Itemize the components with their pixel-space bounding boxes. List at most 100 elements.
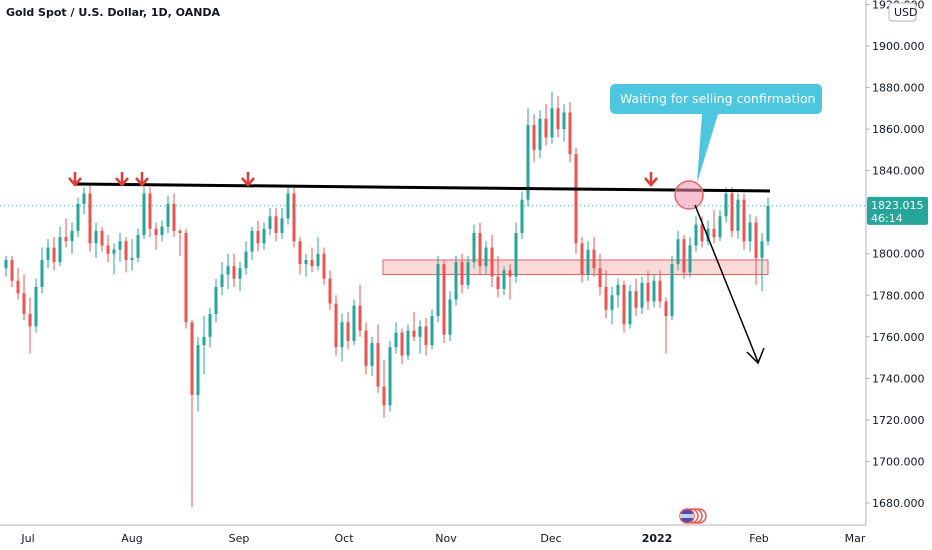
candle-body [16, 280, 20, 294]
candle-body [64, 237, 68, 242]
candle-body [208, 313, 212, 337]
callout: Waiting for selling confirmation [610, 84, 822, 183]
candle-body [418, 326, 422, 337]
candle [244, 241, 248, 275]
candle [130, 239, 134, 271]
x-tick-label: 2022 [642, 532, 673, 545]
candle-body [160, 226, 164, 236]
candle-body [472, 232, 476, 263]
candle [460, 253, 464, 294]
candle-body [688, 245, 692, 273]
candle [238, 262, 242, 292]
candle [718, 210, 722, 242]
candle-body [646, 282, 650, 302]
candle-body [508, 270, 512, 277]
candle-body [700, 224, 704, 242]
candle-body [694, 224, 698, 246]
candle [220, 262, 224, 296]
candle-body [718, 216, 722, 238]
candle [616, 278, 620, 308]
candle [304, 253, 308, 277]
candle [166, 195, 170, 233]
candle [106, 235, 110, 263]
candle [472, 224, 476, 269]
candle-body [406, 330, 410, 356]
candle-body [520, 199, 524, 233]
candle [670, 255, 674, 321]
candle-body [748, 222, 752, 242]
candle-body [436, 264, 440, 317]
candle-body [250, 230, 254, 252]
y-tick-label: 1700.000 [872, 455, 925, 468]
candle [274, 208, 278, 242]
candle-body [316, 253, 320, 267]
candle-body [400, 332, 404, 356]
candle [340, 313, 344, 362]
candle [394, 322, 398, 354]
candle-body [106, 245, 110, 254]
candle [520, 191, 524, 240]
y-tick-label: 1740.000 [872, 372, 925, 385]
candle-body [358, 305, 362, 331]
candle-body [28, 313, 32, 327]
candle-body [658, 280, 662, 302]
candle [88, 185, 92, 252]
support-zone-layer [0, 205, 866, 275]
candle [52, 237, 56, 271]
candle-body [568, 112, 572, 155]
candle-body [412, 330, 416, 337]
candle-body [460, 262, 464, 285]
candle [154, 222, 158, 250]
candle-body [52, 247, 56, 263]
candle-body [502, 270, 506, 290]
candle-body [100, 230, 104, 246]
marker-head [644, 177, 658, 187]
highlight-circle [674, 180, 704, 210]
candle [364, 322, 368, 375]
candle-body [94, 230, 98, 244]
candle-body [232, 266, 236, 279]
candle [436, 255, 440, 323]
candle-series [4, 91, 770, 508]
candle-body [352, 305, 356, 341]
candle [160, 220, 164, 242]
candle-body [226, 266, 230, 275]
candle [742, 193, 746, 250]
candle-body [148, 193, 152, 229]
candle-body [424, 326, 428, 346]
candle [40, 247, 44, 294]
currency-box: USD [888, 2, 918, 22]
candle-body [292, 193, 296, 242]
candle-body [430, 316, 434, 346]
candle [352, 299, 356, 346]
candle-body [136, 235, 140, 258]
candle [208, 307, 212, 348]
x-tick-label: Mar [845, 532, 866, 545]
candle-body [112, 249, 116, 254]
candle-body [454, 262, 458, 300]
candle-body [664, 301, 668, 317]
candle-body [580, 243, 584, 275]
candle [706, 220, 710, 246]
candle-body [202, 336, 206, 346]
candle [580, 237, 584, 283]
candle [448, 291, 452, 341]
rejection-arrow-marker [241, 172, 255, 187]
candle [598, 253, 602, 296]
candle-body [172, 203, 176, 231]
candle-body [274, 216, 278, 233]
candle-body [670, 264, 674, 317]
event-icon-stripe [680, 514, 694, 518]
candle [256, 220, 260, 252]
candle-body [58, 237, 62, 263]
candle [574, 147, 578, 254]
candle [484, 241, 488, 275]
marker-head [241, 177, 255, 187]
last-price-value: 1823.015 [871, 199, 924, 212]
candle-body [370, 343, 374, 366]
candle-body [448, 299, 452, 335]
marker-head [68, 177, 82, 187]
candle [376, 324, 380, 393]
